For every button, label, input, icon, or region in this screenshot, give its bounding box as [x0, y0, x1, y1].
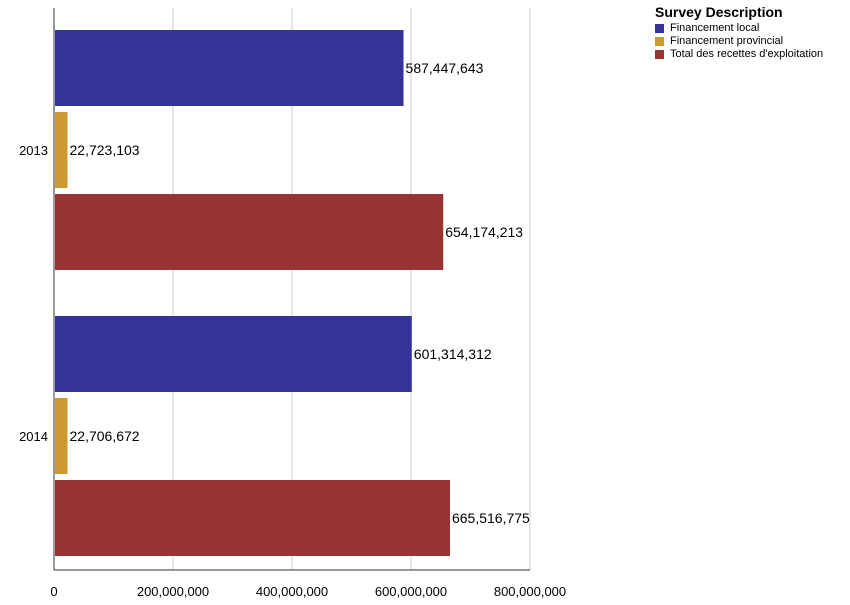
- bar-2014-2: [55, 480, 450, 556]
- legend-label: Financement local: [670, 22, 760, 34]
- data-label: 22,723,103: [70, 142, 140, 158]
- data-labels: 587,447,643 22,723,103 654,174,213 601,314,…: [70, 60, 531, 526]
- legend: Survey Description Financement local Fina…: [655, 4, 823, 61]
- bar-2013-0: [55, 30, 404, 106]
- x-tick-label: 400,000,000: [256, 584, 328, 599]
- category-label: 2014: [19, 429, 48, 444]
- legend-item: Financement provincial: [655, 35, 823, 48]
- bar-2014-1: [55, 398, 68, 474]
- x-tick-label: 600,000,000: [375, 584, 447, 599]
- legend-label: Total des recettes d'exploitation: [670, 48, 824, 60]
- x-tick-label: 800,000,000: [494, 584, 566, 599]
- data-label: 601,314,312: [414, 346, 492, 362]
- bars: [55, 30, 450, 556]
- legend-item: Financement local: [655, 22, 823, 35]
- data-label: 665,516,775: [452, 510, 530, 526]
- axes: 0 200,000,000 400,000,000 600,000,000 800,00…: [19, 8, 566, 599]
- bar-2013-1: [55, 112, 68, 188]
- data-label: 654,174,213: [445, 224, 523, 240]
- x-tick-label: 200,000,000: [137, 584, 209, 599]
- data-label: 587,447,643: [406, 60, 484, 76]
- legend-swatch: [655, 24, 664, 33]
- data-label: 22,706,672: [70, 428, 140, 444]
- x-tick-label: 0: [50, 584, 57, 599]
- legend-swatch: [655, 37, 664, 46]
- bar-2014-0: [55, 316, 412, 392]
- legend-swatch: [655, 50, 664, 59]
- legend-items: Financement local Financement provincial T…: [655, 22, 823, 61]
- bar-2013-2: [55, 194, 444, 270]
- category-label: 2013: [19, 143, 48, 158]
- legend-item: Total des recettes d'exploitation: [655, 48, 823, 61]
- legend-label: Financement provincial: [670, 35, 784, 47]
- legend-title: Survey Description: [655, 4, 783, 20]
